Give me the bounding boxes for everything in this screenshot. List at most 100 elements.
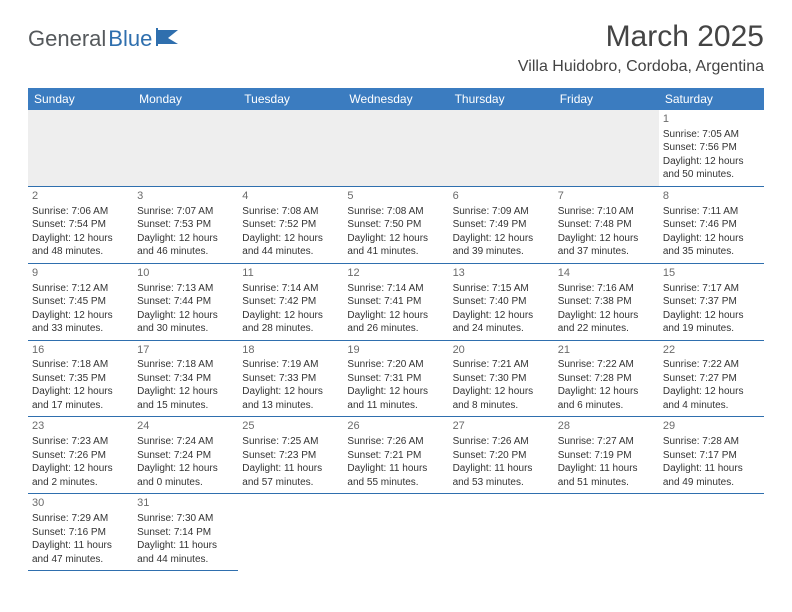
day-text-line: Daylight: 11 hours: [663, 462, 760, 476]
day-text-line: Sunrise: 7:21 AM: [453, 358, 550, 372]
day-header: Saturday: [659, 88, 764, 110]
day-text-line: and 22 minutes.: [558, 322, 655, 336]
calendar-day-cell: [554, 110, 659, 186]
calendar-day-cell: 31Sunrise: 7:30 AMSunset: 7:14 PMDayligh…: [133, 494, 238, 571]
day-text-line: Sunrise: 7:18 AM: [137, 358, 234, 372]
day-text-line: Sunset: 7:14 PM: [137, 526, 234, 540]
day-text-line: Sunset: 7:27 PM: [663, 372, 760, 386]
day-text-line: Daylight: 12 hours: [137, 462, 234, 476]
day-text-line: Daylight: 12 hours: [663, 155, 760, 169]
day-number: 7: [558, 189, 655, 204]
calendar-day-cell: 7Sunrise: 7:10 AMSunset: 7:48 PMDaylight…: [554, 186, 659, 263]
day-text-line: Daylight: 12 hours: [32, 232, 129, 246]
day-text-line: Sunset: 7:34 PM: [137, 372, 234, 386]
logo-text-2: Blue: [108, 26, 152, 52]
day-text-line: and 44 minutes.: [242, 245, 339, 259]
day-text-line: and 13 minutes.: [242, 399, 339, 413]
calendar-body: 1Sunrise: 7:05 AMSunset: 7:56 PMDaylight…: [28, 110, 764, 571]
day-text-line: Daylight: 11 hours: [242, 462, 339, 476]
calendar-day-cell: 6Sunrise: 7:09 AMSunset: 7:49 PMDaylight…: [449, 186, 554, 263]
day-text-line: and 50 minutes.: [663, 168, 760, 182]
calendar-day-cell: 1Sunrise: 7:05 AMSunset: 7:56 PMDaylight…: [659, 110, 764, 186]
calendar-day-cell: [659, 494, 764, 571]
day-text-line: Sunrise: 7:29 AM: [32, 512, 129, 526]
day-number: 19: [347, 343, 444, 358]
calendar-page: GeneralBlue March 2025 Villa Huidobro, C…: [0, 0, 792, 591]
calendar-day-cell: 3Sunrise: 7:07 AMSunset: 7:53 PMDaylight…: [133, 186, 238, 263]
calendar-header-row: SundayMondayTuesdayWednesdayThursdayFrid…: [28, 88, 764, 110]
calendar-day-cell: 15Sunrise: 7:17 AMSunset: 7:37 PMDayligh…: [659, 263, 764, 340]
day-number: 22: [663, 343, 760, 358]
header-row: GeneralBlue March 2025 Villa Huidobro, C…: [28, 20, 764, 76]
day-number: 9: [32, 266, 129, 281]
calendar-day-cell: [133, 110, 238, 186]
day-text-line: Sunset: 7:45 PM: [32, 295, 129, 309]
day-text-line: Sunrise: 7:05 AM: [663, 128, 760, 142]
day-text-line: Daylight: 11 hours: [32, 539, 129, 553]
day-number: 1: [663, 112, 760, 127]
calendar-week-row: 16Sunrise: 7:18 AMSunset: 7:35 PMDayligh…: [28, 340, 764, 417]
day-text-line: and 35 minutes.: [663, 245, 760, 259]
day-text-line: Daylight: 11 hours: [137, 539, 234, 553]
day-number: 3: [137, 189, 234, 204]
day-text-line: and 19 minutes.: [663, 322, 760, 336]
day-text-line: and 49 minutes.: [663, 476, 760, 490]
day-header: Tuesday: [238, 88, 343, 110]
day-text-line: Daylight: 12 hours: [137, 232, 234, 246]
calendar-day-cell: [343, 494, 448, 571]
day-number: 16: [32, 343, 129, 358]
day-text-line: Daylight: 12 hours: [32, 309, 129, 323]
calendar-day-cell: 4Sunrise: 7:08 AMSunset: 7:52 PMDaylight…: [238, 186, 343, 263]
day-text-line: Sunset: 7:21 PM: [347, 449, 444, 463]
day-number: 12: [347, 266, 444, 281]
day-text-line: Sunrise: 7:08 AM: [347, 205, 444, 219]
day-text-line: Sunrise: 7:28 AM: [663, 435, 760, 449]
calendar-day-cell: [449, 494, 554, 571]
calendar-day-cell: 5Sunrise: 7:08 AMSunset: 7:50 PMDaylight…: [343, 186, 448, 263]
day-text-line: Sunset: 7:16 PM: [32, 526, 129, 540]
calendar-day-cell: 2Sunrise: 7:06 AMSunset: 7:54 PMDaylight…: [28, 186, 133, 263]
day-text-line: Sunset: 7:48 PM: [558, 218, 655, 232]
logo: GeneralBlue: [28, 26, 182, 52]
day-number: 30: [32, 496, 129, 511]
day-text-line: and 46 minutes.: [137, 245, 234, 259]
day-text-line: and 0 minutes.: [137, 476, 234, 490]
calendar-week-row: 9Sunrise: 7:12 AMSunset: 7:45 PMDaylight…: [28, 263, 764, 340]
day-text-line: and 4 minutes.: [663, 399, 760, 413]
title-month: March 2025: [518, 20, 764, 54]
day-text-line: Sunrise: 7:06 AM: [32, 205, 129, 219]
day-number: 26: [347, 419, 444, 434]
day-number: 4: [242, 189, 339, 204]
day-number: 28: [558, 419, 655, 434]
day-text-line: Sunset: 7:30 PM: [453, 372, 550, 386]
day-text-line: Daylight: 12 hours: [32, 462, 129, 476]
day-number: 29: [663, 419, 760, 434]
day-number: 6: [453, 189, 550, 204]
day-text-line: Sunset: 7:28 PM: [558, 372, 655, 386]
day-text-line: Sunrise: 7:11 AM: [663, 205, 760, 219]
day-number: 8: [663, 189, 760, 204]
calendar-day-cell: 17Sunrise: 7:18 AMSunset: 7:34 PMDayligh…: [133, 340, 238, 417]
calendar-day-cell: 11Sunrise: 7:14 AMSunset: 7:42 PMDayligh…: [238, 263, 343, 340]
day-number: 18: [242, 343, 339, 358]
day-number: 31: [137, 496, 234, 511]
day-text-line: Daylight: 12 hours: [137, 309, 234, 323]
day-text-line: Sunset: 7:38 PM: [558, 295, 655, 309]
calendar-week-row: 23Sunrise: 7:23 AMSunset: 7:26 PMDayligh…: [28, 417, 764, 494]
day-text-line: Sunrise: 7:23 AM: [32, 435, 129, 449]
calendar-day-cell: 23Sunrise: 7:23 AMSunset: 7:26 PMDayligh…: [28, 417, 133, 494]
calendar-day-cell: [238, 494, 343, 571]
calendar-day-cell: [28, 110, 133, 186]
day-text-line: and 30 minutes.: [137, 322, 234, 336]
day-text-line: and 33 minutes.: [32, 322, 129, 336]
day-text-line: Sunrise: 7:14 AM: [347, 282, 444, 296]
day-number: 25: [242, 419, 339, 434]
day-text-line: Sunset: 7:52 PM: [242, 218, 339, 232]
day-text-line: and 39 minutes.: [453, 245, 550, 259]
day-text-line: Daylight: 12 hours: [558, 385, 655, 399]
day-header: Sunday: [28, 88, 133, 110]
day-number: 20: [453, 343, 550, 358]
day-text-line: Sunrise: 7:20 AM: [347, 358, 444, 372]
day-number: 14: [558, 266, 655, 281]
day-text-line: and 48 minutes.: [32, 245, 129, 259]
